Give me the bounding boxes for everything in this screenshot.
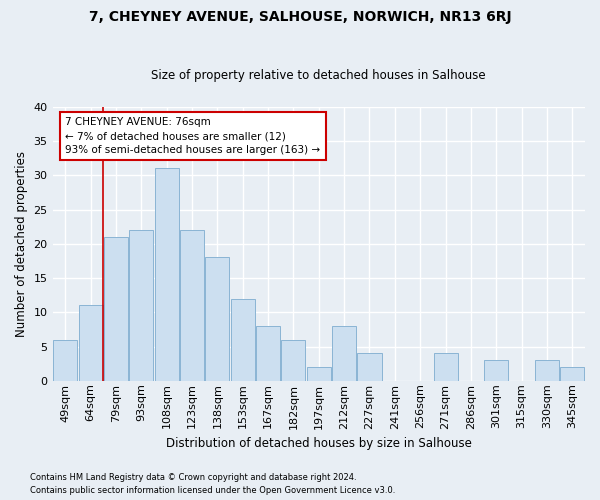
Bar — [180, 230, 204, 381]
X-axis label: Distribution of detached houses by size in Salhouse: Distribution of detached houses by size … — [166, 437, 472, 450]
Bar — [129, 230, 154, 381]
Bar — [281, 340, 305, 381]
Bar — [104, 237, 128, 381]
Bar — [79, 306, 103, 381]
Title: Size of property relative to detached houses in Salhouse: Size of property relative to detached ho… — [151, 69, 486, 82]
Bar — [434, 354, 458, 381]
Bar — [332, 326, 356, 381]
Bar — [155, 168, 179, 381]
Y-axis label: Number of detached properties: Number of detached properties — [15, 151, 28, 337]
Text: 7 CHEYNEY AVENUE: 76sqm
← 7% of detached houses are smaller (12)
93% of semi-det: 7 CHEYNEY AVENUE: 76sqm ← 7% of detached… — [65, 117, 320, 155]
Bar — [358, 354, 382, 381]
Text: 7, CHEYNEY AVENUE, SALHOUSE, NORWICH, NR13 6RJ: 7, CHEYNEY AVENUE, SALHOUSE, NORWICH, NR… — [89, 10, 511, 24]
Bar — [53, 340, 77, 381]
Bar — [484, 360, 508, 381]
Bar — [230, 298, 255, 381]
Bar — [560, 367, 584, 381]
Bar — [205, 258, 229, 381]
Text: Contains HM Land Registry data © Crown copyright and database right 2024.
Contai: Contains HM Land Registry data © Crown c… — [30, 474, 395, 495]
Bar — [307, 367, 331, 381]
Bar — [535, 360, 559, 381]
Bar — [256, 326, 280, 381]
